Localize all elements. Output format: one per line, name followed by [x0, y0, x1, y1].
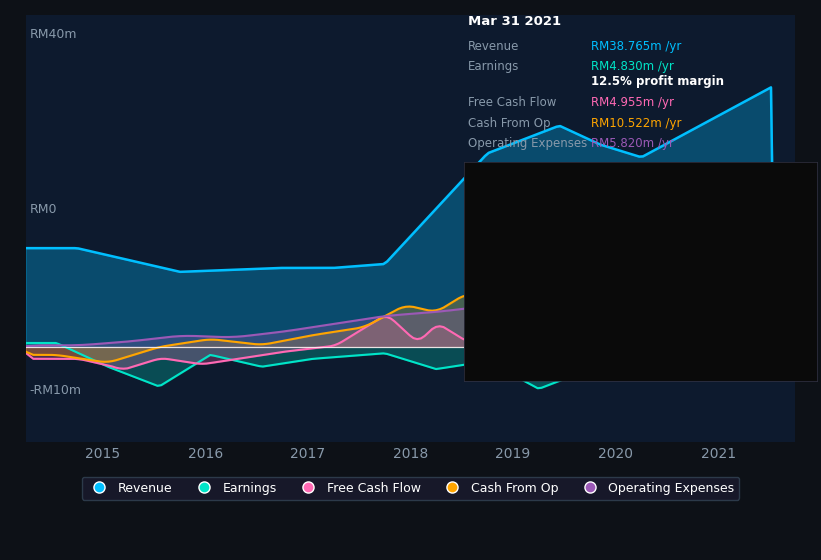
Text: -RM10m: -RM10m: [30, 384, 81, 397]
Text: Earnings: Earnings: [468, 60, 520, 73]
Text: Free Cash Flow: Free Cash Flow: [468, 96, 557, 109]
Text: Operating Expenses: Operating Expenses: [468, 137, 587, 150]
Text: 12.5% profit margin: 12.5% profit margin: [591, 75, 724, 88]
Text: Mar 31 2021: Mar 31 2021: [468, 15, 561, 28]
Text: RM38.765m /yr: RM38.765m /yr: [591, 40, 681, 53]
Text: RM40m: RM40m: [30, 28, 77, 41]
Text: Revenue: Revenue: [468, 40, 520, 53]
Text: RM4.830m /yr: RM4.830m /yr: [591, 60, 674, 73]
Text: RM0: RM0: [30, 203, 57, 216]
Legend: Revenue, Earnings, Free Cash Flow, Cash From Op, Operating Expenses: Revenue, Earnings, Free Cash Flow, Cash …: [81, 477, 740, 500]
Text: RM10.522m /yr: RM10.522m /yr: [591, 117, 681, 130]
Text: RM4.955m /yr: RM4.955m /yr: [591, 96, 674, 109]
Text: RM5.820m /yr: RM5.820m /yr: [591, 137, 674, 150]
Text: Cash From Op: Cash From Op: [468, 117, 550, 130]
